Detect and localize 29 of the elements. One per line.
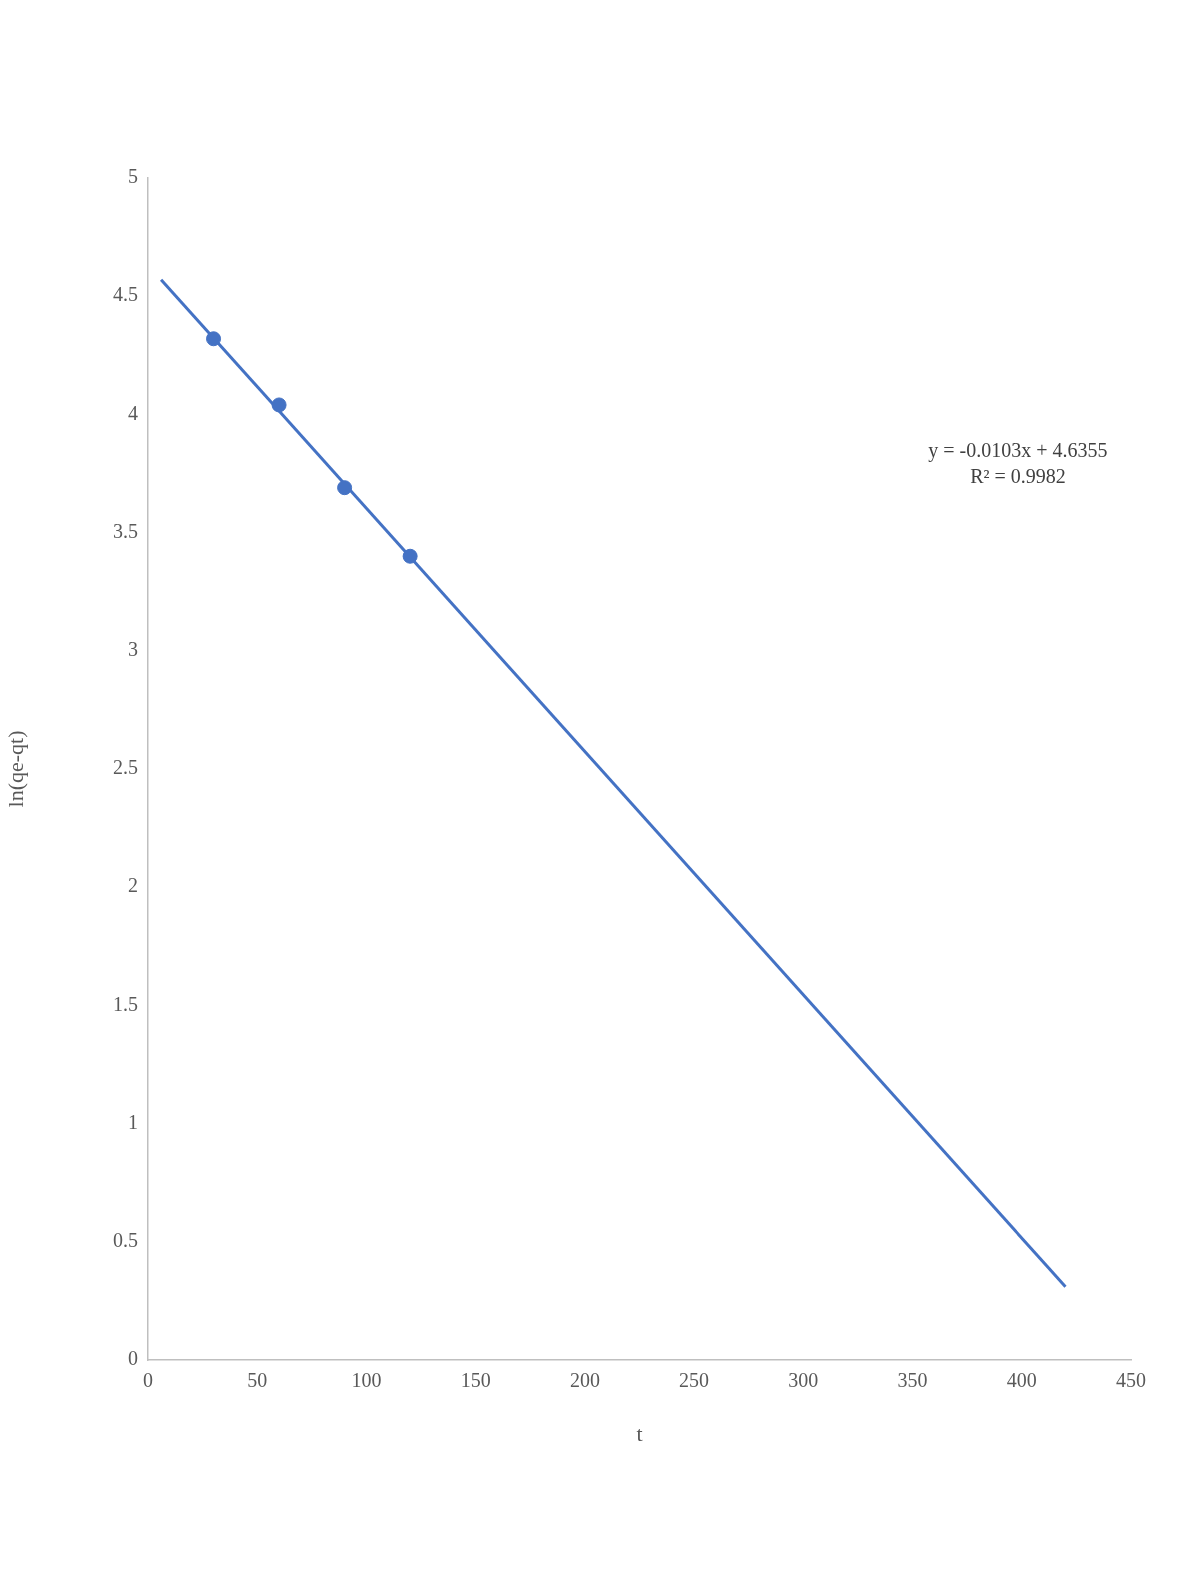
x-tick-label: 200: [569, 1369, 600, 1392]
y-tick-label: 5: [128, 165, 138, 188]
y-tick-label: 2.5: [113, 756, 138, 779]
x-tick-label: 50: [247, 1369, 268, 1392]
annotation: R² = 0.9982: [970, 465, 1066, 488]
x-tick-label: 0: [143, 1369, 153, 1392]
y-tick-label: 0.5: [113, 1229, 138, 1252]
y-tick-label: 4: [128, 401, 138, 424]
y-tick-label: 1.5: [113, 992, 138, 1015]
x-tick-label: 400: [1006, 1369, 1037, 1392]
point: [402, 548, 418, 564]
y-axis-title: ln(qe-qt): [2, 730, 28, 808]
y-tick-label: 4.5: [113, 283, 138, 306]
x-tick-label: 150: [460, 1369, 491, 1392]
x-tick-label: 450: [1116, 1369, 1146, 1392]
y-tick-label: 0: [128, 1347, 138, 1370]
x-tick-label: 100: [351, 1369, 382, 1392]
y-tick-label: 3: [128, 638, 138, 661]
y-tick-label: 2: [128, 874, 138, 897]
annotation: y = -0.0103x + 4.6355: [928, 439, 1108, 463]
x-tick-label: 300: [788, 1369, 819, 1392]
x-tick-label: 250: [679, 1369, 710, 1392]
x-tick-label: 350: [897, 1369, 928, 1392]
y-tick-label: 1: [128, 1110, 138, 1133]
point: [337, 480, 353, 496]
point: [271, 397, 287, 413]
y-tick-label: 3.5: [113, 519, 138, 542]
x-axis-title: t: [636, 1420, 643, 1446]
point: [206, 331, 222, 347]
